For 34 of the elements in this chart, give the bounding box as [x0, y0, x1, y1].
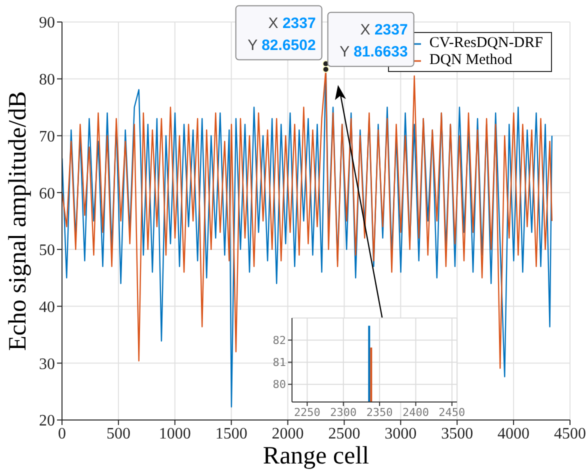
y-tick-label: 20 [39, 412, 55, 430]
x-tick-label: 2400 [402, 406, 429, 419]
y-tick-label: 50 [39, 242, 55, 260]
x-tick-label: 3500 [441, 425, 474, 442]
x-tick-label: 2450 [438, 406, 466, 419]
legend-label: DQN Method [429, 52, 512, 69]
y-tick-label: 82 [272, 334, 286, 348]
x-tick-label: 3000 [384, 425, 417, 442]
annotation: Y 81.6633 [340, 43, 408, 60]
x-tick-label: 2250 [294, 406, 320, 419]
y-axis-title: Echo signal amplitude/dB [4, 91, 32, 351]
y-tick-label: 81 [272, 356, 286, 370]
x-tick-label: 500 [106, 425, 130, 442]
annotation: X 2337 [268, 14, 316, 32]
annotation: Y 82.6502 [248, 36, 316, 54]
legend-label: CV-ResDQN-DRF [429, 35, 543, 52]
x-tick-label: 2350 [366, 406, 393, 419]
x-tick-label: 2500 [328, 425, 360, 442]
x-tick-label: 2300 [330, 406, 357, 419]
x-tick-label: 0 [58, 425, 66, 442]
x-tick-label: 4500 [554, 425, 586, 442]
y-tick-label: 60 [39, 185, 55, 202]
y-tick-label: 80 [272, 378, 286, 392]
x-axis-title: Range cell [262, 442, 370, 470]
y-tick-label: 70 [39, 128, 55, 146]
x-tick-label: 2000 [272, 425, 304, 442]
y-tick-label: 30 [39, 356, 55, 373]
x-tick-label: 4000 [498, 425, 530, 442]
y-tick-label: 90 [39, 14, 55, 32]
x-tick-label: 1000 [158, 425, 191, 442]
y-tick-label: 80 [39, 72, 55, 89]
annotation: X 2337 [360, 21, 408, 38]
y-tick-label: 40 [39, 298, 55, 316]
x-tick-label: 1500 [215, 425, 248, 442]
